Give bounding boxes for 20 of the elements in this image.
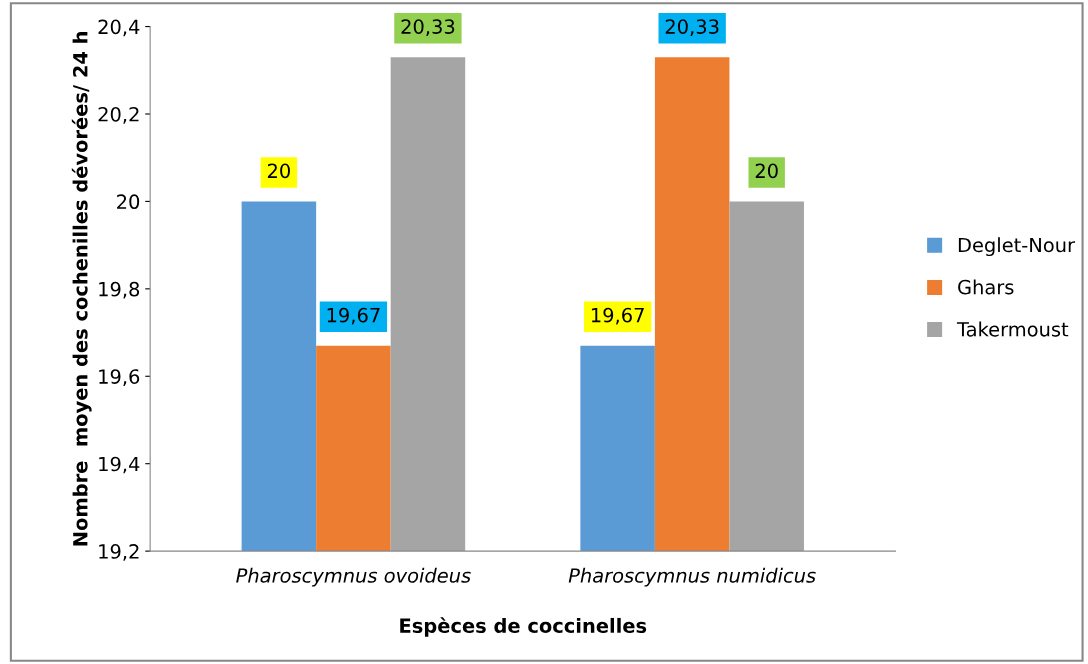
- legend-label: Deglet-Nour: [958, 237, 1076, 257]
- y-axis-title: Nombre moyen des cochenilles dévorées/ 24 h: [71, 32, 92, 546]
- y-tick-label: 20: [117, 194, 140, 210]
- y-tick-label: 20,4: [98, 19, 140, 37]
- y-tick-label: 19,4: [99, 456, 140, 474]
- data-label: 19,67: [327, 307, 380, 325]
- legend-label: Takermoust: [956, 321, 1069, 337]
- y-tick-label: 19,2: [99, 544, 139, 561]
- y-tick-label: 19,8: [99, 281, 140, 299]
- data-label: 19,67: [591, 307, 644, 325]
- data-label: 20,33: [401, 19, 455, 36]
- legend-label: Ghars: [958, 279, 1014, 295]
- data-label: 20: [755, 163, 778, 179]
- y-tick-label: 19,6: [99, 369, 140, 386]
- x-tick-label: Pharoscymnus numidicus: [568, 567, 816, 587]
- y-tick-label: 20,2: [98, 106, 139, 124]
- x-axis-title: Espèces de coccinelles: [400, 617, 647, 637]
- data-label: 20: [267, 163, 290, 179]
- data-label: 20,33: [665, 19, 719, 36]
- x-tick-label: Pharoscymnus ovoideus: [236, 567, 471, 587]
